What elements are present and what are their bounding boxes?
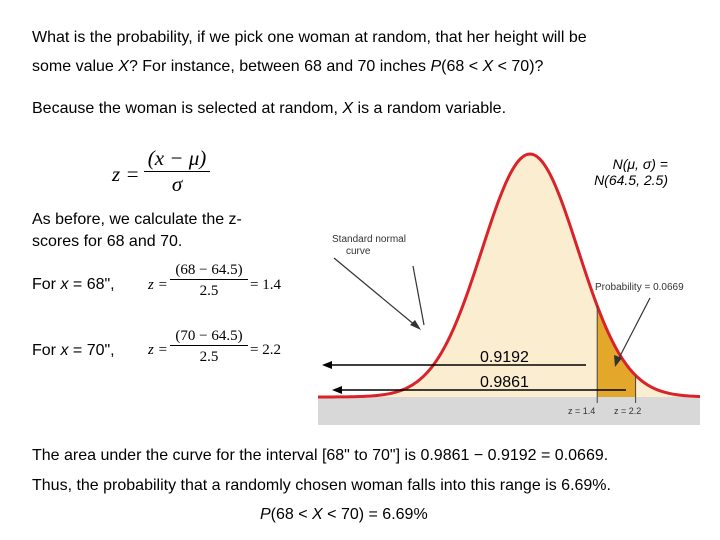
distribution-label: N(μ, σ) = N(64.5, 2.5) [594,156,668,188]
final-var-p: P [260,506,271,523]
final-var-x: X [312,506,323,523]
z-formula-denominator: σ [171,172,183,196]
zscores-text-line-1: As before, we calculate the z- [32,211,242,228]
probability-arrow-line [617,297,651,361]
probability-arrow-head [614,355,622,367]
z-tick-label-2: z = 2.2 [614,406,642,416]
rv-var-x: X [342,100,354,117]
normal-curve-svg [317,152,701,425]
intro-text-c: (68 < [441,58,483,75]
standard-normal-label-line-1: Standard normal [332,234,406,245]
final-text-b: < 70) = 6.69% [322,506,428,523]
distribution-label-line-1: N(μ, σ) = [612,156,668,172]
z-tick-label-1: z = 1.4 [568,406,596,416]
z-formula-fraction: (x − μ) σ [144,146,210,197]
calc68-suffix: = 68", [68,276,115,293]
random-variable-statement: Because the woman is selected at random,… [32,99,506,119]
z-formula-lhs: z = [112,162,140,186]
calc68-label: For x = 68", [32,275,115,295]
probability-label: Probability = 0.0669 [595,282,684,293]
calc68-fraction: (68 − 64.5) 2.5 [170,262,248,300]
conclusion-line-1: The area under the curve for the interva… [32,447,609,464]
distribution-label-line-2: N(64.5, 2.5) [594,172,668,188]
axis-band [318,397,700,425]
calc70-prefix: For [32,342,61,359]
intro-var-x2: X [482,58,494,75]
intro-text-a: some value [32,58,119,75]
calc70-label: For x = 70", [32,341,115,361]
calc70-suffix: = 70", [68,342,115,359]
cumulative-value-1: 0.9192 [480,349,529,366]
calc68-numerator: (68 − 64.5) [170,262,248,280]
intro-line-2: some value X? For instance, between 68 a… [32,57,543,77]
arrow-value-1-head [322,361,332,369]
standard-curve-pointer [412,265,425,326]
standard-curve-arrow-head [410,320,421,330]
arrow-value-2-head [332,386,342,394]
standard-normal-label: Standard normal curve [332,234,406,258]
calc70-lhs: z = [148,342,168,358]
intro-line-1: What is the probability, if we pick one … [32,29,587,46]
calc68-var-x: x [60,276,69,293]
zscores-text-line-2: scores for 68 and 70. [32,233,183,250]
calc68-denominator: 2.5 [199,283,219,299]
rv-text-b: is a random variable. [353,100,507,117]
calc70-fraction: (70 − 64.5) 2.5 [170,328,248,366]
normal-curve-line [317,152,701,399]
calc70-numerator: (70 − 64.5) [170,328,248,346]
standard-curve-arrow-line [333,257,417,327]
calc68-result: = 1.4 [250,277,281,293]
final-probability: P(68 < X < 70) = 6.69% [260,505,428,525]
calc70-denominator: 2.5 [199,349,219,365]
rv-text-a: Because the woman is selected at random, [32,100,343,117]
z-formula-numerator: (x − μ) [144,146,210,172]
intro-text-b: ? For instance, between 68 and 70 inches [128,58,431,75]
standard-normal-label-line-2: curve [346,246,371,257]
normal-curve-figure: N(μ, σ) = N(64.5, 2.5) Standard normal c… [317,150,701,425]
intro-text-d: < 70)? [493,58,544,75]
intro-var-p: P [430,58,442,75]
final-text-a: (68 < [270,506,313,523]
intro-var-x: X [118,58,129,75]
calc70-var-x: x [60,342,69,359]
calc68-lhs: z = [148,277,168,293]
conclusion-line-2: Thus, the probability that a randomly ch… [32,477,611,494]
calc70-result: = 2.2 [250,342,281,358]
calc68-prefix: For [32,276,61,293]
cumulative-value-2: 0.9861 [480,374,529,391]
